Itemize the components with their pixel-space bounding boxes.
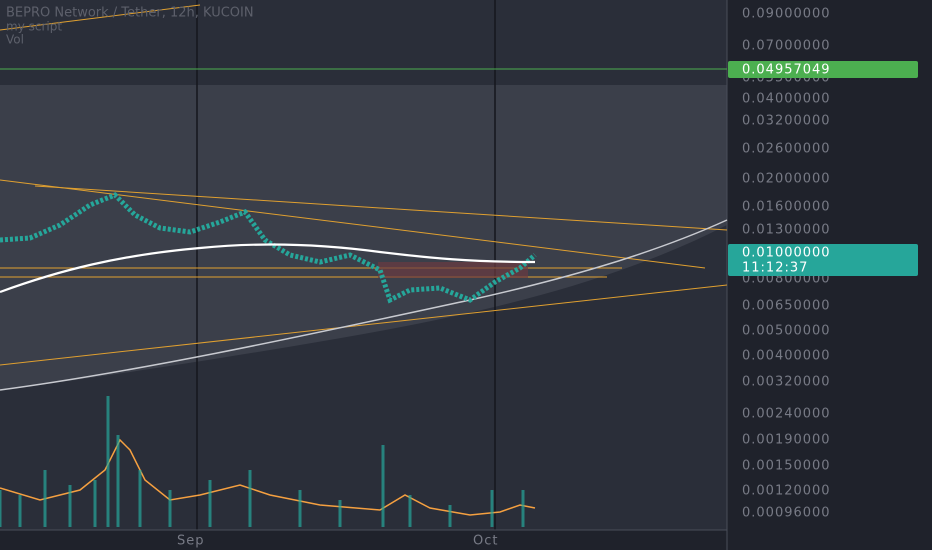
candles xyxy=(0,192,537,304)
price-tick-label: 0.02600000 xyxy=(742,142,831,157)
trend-line xyxy=(0,284,728,366)
indicator-label: my script xyxy=(6,20,62,34)
price-tick-label: 0.00120000 xyxy=(742,484,831,499)
time-label: Sep xyxy=(177,534,205,549)
price-tick-label: 0.07000000 xyxy=(742,39,831,54)
price-tick-label: 0.01300000 xyxy=(742,223,831,238)
price-tick-label: 0.00650000 xyxy=(742,299,831,314)
price-tick-label: 0.02000000 xyxy=(742,172,831,187)
trend-line xyxy=(0,4,201,31)
trend-line xyxy=(34,185,728,231)
price-tick-label: 0.00096000 xyxy=(742,506,831,521)
price-tick-label: 0.03200000 xyxy=(742,114,831,129)
price-tick-label: 0.00400000 xyxy=(742,349,831,364)
curve xyxy=(0,219,728,391)
last-price: 0.01000000 xyxy=(742,246,831,261)
price-tick-label: 0.00320000 xyxy=(742,375,831,390)
countdown: 11:12:37 xyxy=(742,261,808,276)
volume-label: Vol xyxy=(6,33,24,47)
time-label: Oct xyxy=(473,534,498,549)
line-price-tag xyxy=(728,61,918,78)
price-tick-label: 0.00500000 xyxy=(742,324,831,339)
price-tick-label: 0.09000000 xyxy=(742,7,831,22)
moving-average xyxy=(0,243,536,294)
price-tick-label: 0.01600000 xyxy=(742,200,831,215)
shaded-zone xyxy=(0,85,727,390)
price-tick-label: 0.00150000 xyxy=(742,459,831,474)
price-tick-label: 0.00190000 xyxy=(742,433,831,448)
volume-ma xyxy=(0,438,536,516)
chart-title: BEPRO Network / Tether, 12h, KUCOIN xyxy=(6,6,254,21)
price-tick-label: 0.04000000 xyxy=(742,92,831,107)
price-tick-label: 0.00240000 xyxy=(742,407,831,422)
zone xyxy=(378,262,528,278)
volume-bars xyxy=(0,396,525,527)
line-price-label: 0.04957049 xyxy=(742,63,831,78)
price-axis: 0.090000000.070000000.055000000.04000000… xyxy=(742,7,831,521)
last-price-tag xyxy=(728,244,918,276)
